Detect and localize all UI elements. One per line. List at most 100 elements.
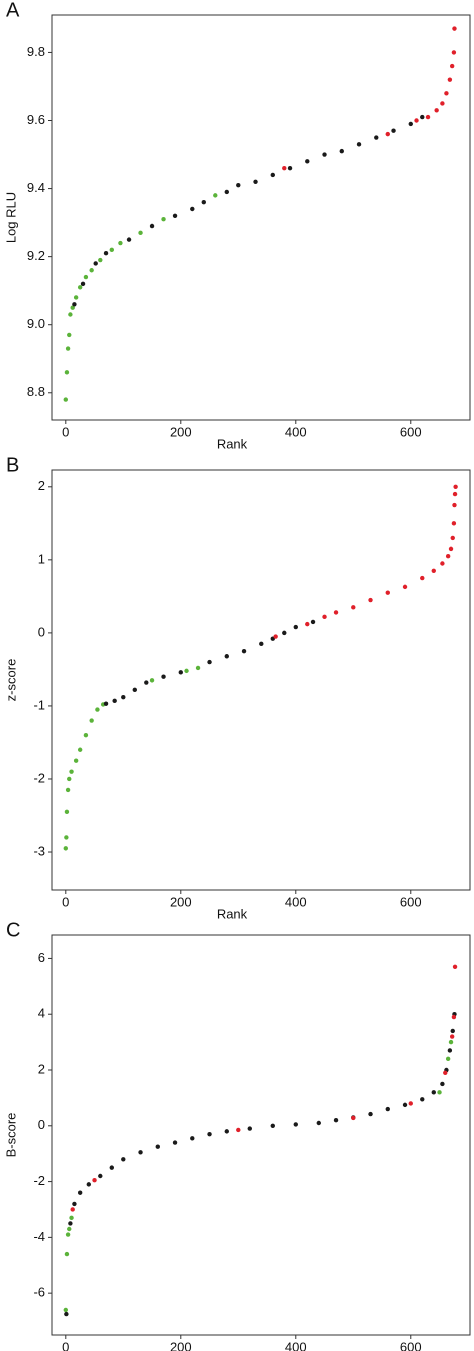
point [80,281,86,287]
point [155,1144,160,1149]
point [149,223,155,229]
point [67,332,72,338]
point [431,568,436,573]
point [374,135,379,140]
y-axis-label: Log RLU [3,192,18,243]
point [213,193,218,198]
point [453,484,458,489]
point [64,1251,70,1257]
point [138,230,143,236]
point [89,268,94,273]
point [351,605,356,610]
point [449,63,455,69]
x-tick-label: 0 [62,894,69,909]
panel-label: C [6,919,20,941]
point [95,707,100,712]
point [236,182,241,188]
point [195,665,201,671]
plot-frame [51,934,471,1336]
point [351,1115,356,1121]
point [67,776,72,782]
panel-label: B [6,454,19,476]
point [161,674,166,679]
point [425,114,431,120]
y-tick-label: -3 [33,843,45,858]
point [448,546,454,552]
y-tick-label: 9.6 [27,112,45,127]
point [207,659,212,665]
point [201,199,206,205]
plot-frame [51,469,471,891]
point [450,1028,455,1034]
point [73,758,79,763]
point [391,128,396,133]
point [368,1111,373,1117]
point [402,584,408,590]
point [440,101,445,106]
y-tick-label: 8.8 [27,384,45,399]
point [270,172,275,178]
y-tick-label: 2 [38,1061,45,1076]
x-tick-label: 600 [400,424,422,439]
point [63,846,68,851]
point [259,641,264,647]
point [368,597,373,603]
y-tick-label: -6 [33,1285,45,1300]
y-axis-label: B-score [3,1113,18,1158]
y-tick-label: 6 [38,950,45,965]
point [434,108,439,113]
plot-frame [51,14,471,421]
y-tick-label: -2 [33,1173,45,1188]
point [178,670,183,675]
point [282,165,287,171]
y-axis-label: z-score [3,659,18,702]
point [450,535,455,541]
point [73,295,79,300]
point [64,370,70,375]
point [72,302,77,307]
y-tick-label: 4 [38,1006,45,1021]
point [385,131,390,137]
y-tick-label: -2 [33,770,45,785]
x-tick-label: 400 [285,894,307,909]
y-tick-label: 9.2 [27,248,45,263]
point [172,1140,178,1145]
y-tick-label: 9.8 [27,44,45,59]
point [103,701,109,706]
point [316,1120,321,1126]
point [149,678,155,683]
x-tick-label: 200 [170,894,192,909]
point [70,1207,75,1212]
point [64,809,70,815]
point [172,213,178,218]
point [451,521,457,526]
y-tick-label: 2 [38,478,45,493]
point [64,1311,69,1317]
point [63,397,68,402]
point [236,1127,241,1133]
point [86,1182,91,1187]
point [270,1123,275,1128]
point [445,553,451,559]
point [452,964,458,969]
point [72,1201,77,1207]
point [452,491,458,497]
point [118,240,123,246]
point [448,1039,454,1045]
point [420,575,425,581]
point [65,1232,71,1237]
point [414,118,419,123]
point [69,769,74,774]
point [70,305,75,310]
point [440,561,445,566]
y-tick-label: 0 [38,1117,45,1132]
point [190,1136,195,1141]
point [112,698,117,704]
point [452,502,457,508]
point [451,50,457,55]
point [184,668,189,674]
x-tick-label: 400 [285,424,307,439]
point [109,247,114,253]
point [451,1014,457,1020]
